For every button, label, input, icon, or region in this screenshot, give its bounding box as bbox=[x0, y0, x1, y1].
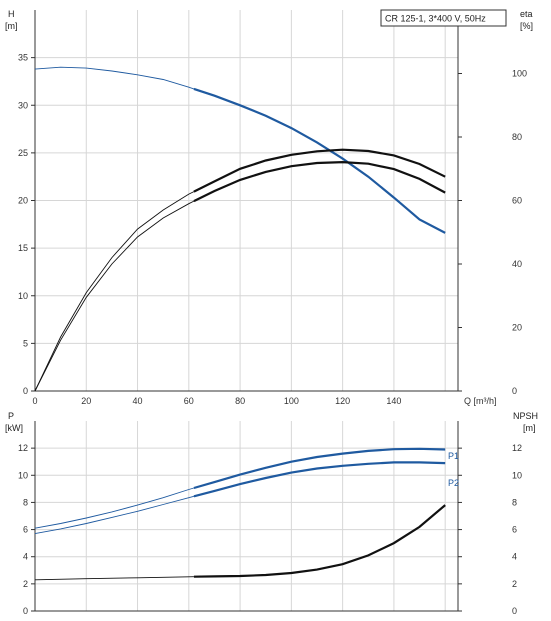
bottom-tick-labels: 0 2 4 6 8 10 12 0 2 4 6 8 10 12 bbox=[18, 443, 522, 616]
x-tick-label: 20 bbox=[81, 396, 91, 406]
left-tick-label: 35 bbox=[18, 53, 28, 63]
x-tick-label: 140 bbox=[386, 396, 401, 406]
head-axis-symbol: H bbox=[8, 9, 15, 19]
pump-title-box bbox=[380, 9, 507, 27]
top-series bbox=[34, 66, 446, 392]
x-tick-label: 120 bbox=[335, 396, 350, 406]
series-1-operating-line bbox=[193, 461, 446, 498]
left-tick-label: 4 bbox=[23, 552, 28, 562]
left-tick-label: 2 bbox=[23, 579, 28, 589]
right-tick-label: 8 bbox=[512, 497, 517, 507]
right-tick-label: 80 bbox=[512, 132, 522, 142]
x-tick-label: 0 bbox=[32, 396, 37, 406]
right-tick-label: 10 bbox=[512, 470, 522, 480]
right-tick-label: 40 bbox=[512, 259, 522, 269]
x-tick-label: 80 bbox=[235, 396, 245, 406]
x-tick-label: 60 bbox=[184, 396, 194, 406]
left-tick-label: 10 bbox=[18, 470, 28, 480]
left-tick-label: 20 bbox=[18, 196, 28, 206]
right-tick-label: 20 bbox=[512, 323, 522, 333]
bottom-axes bbox=[31, 421, 462, 612]
head-axis-unit: [m] bbox=[5, 21, 18, 31]
right-tick-label: 4 bbox=[512, 552, 517, 562]
flow-axis-label: Q [m³/h] bbox=[464, 396, 497, 406]
right-tick-label: 0 bbox=[512, 606, 517, 616]
left-tick-label: 30 bbox=[18, 100, 28, 110]
bottom-series bbox=[34, 447, 446, 581]
top-axes bbox=[31, 10, 462, 392]
p2-series-label: P2 bbox=[448, 478, 459, 488]
series-1-extended-line bbox=[34, 191, 195, 392]
series-1-operating-line bbox=[193, 148, 446, 193]
pump-title: CR 125-1, 3*400 V, 50Hz bbox=[385, 14, 486, 24]
npsh-axis-symbol: NPSH bbox=[513, 411, 538, 421]
left-tick-label: 10 bbox=[18, 291, 28, 301]
series-2-operating-line bbox=[193, 504, 446, 578]
top-grid bbox=[35, 10, 458, 391]
left-tick-label: 25 bbox=[18, 148, 28, 158]
series-0-operating-line bbox=[193, 87, 446, 234]
series-1-extended-line bbox=[34, 495, 195, 535]
series-2-operating-line bbox=[193, 160, 446, 203]
left-tick-label: 5 bbox=[23, 338, 28, 348]
series-0-extended-line bbox=[34, 487, 195, 529]
right-tick-label: 12 bbox=[512, 443, 522, 453]
right-tick-label: 2 bbox=[512, 579, 517, 589]
p1-series-label: P1 bbox=[448, 451, 459, 461]
top-panel: 0 5 10 15 20 25 30 35 0 20 40 60 80 100 0 20 40 60 80 100 12… bbox=[5, 9, 533, 406]
power-axis-unit: [kW] bbox=[5, 423, 23, 433]
series-2-extended-line bbox=[34, 200, 195, 392]
x-tick-label: 100 bbox=[284, 396, 299, 406]
top-tick-labels: 0 5 10 15 20 25 30 35 0 20 40 60 80 100 0 20 40 60 80 100 12… bbox=[18, 53, 527, 406]
left-tick-label: 12 bbox=[18, 443, 28, 453]
right-tick-label: 60 bbox=[512, 196, 522, 206]
npsh-axis-unit: [m] bbox=[523, 423, 536, 433]
left-tick-label: 0 bbox=[23, 606, 28, 616]
right-tick-label: 100 bbox=[512, 69, 527, 79]
left-tick-label: 8 bbox=[23, 497, 28, 507]
bottom-panel: 0 2 4 6 8 10 12 0 2 4 6 8 10 12 P [kW] NPSH [m] P1 P2 bbox=[5, 411, 538, 616]
left-tick-label: 15 bbox=[18, 243, 28, 253]
left-tick-label: 0 bbox=[23, 386, 28, 396]
right-tick-label: 0 bbox=[512, 386, 517, 396]
left-tick-label: 6 bbox=[23, 525, 28, 535]
right-tick-label: 6 bbox=[512, 525, 517, 535]
series-0-extended-line bbox=[34, 66, 195, 90]
series-0-operating-line bbox=[193, 447, 446, 490]
eta-axis-symbol: eta bbox=[520, 9, 533, 19]
x-tick-label: 40 bbox=[133, 396, 143, 406]
bottom-grid bbox=[35, 421, 458, 611]
series-2-extended-line bbox=[34, 576, 194, 581]
power-axis-symbol: P bbox=[8, 411, 14, 421]
eta-axis-unit: [%] bbox=[520, 21, 533, 31]
